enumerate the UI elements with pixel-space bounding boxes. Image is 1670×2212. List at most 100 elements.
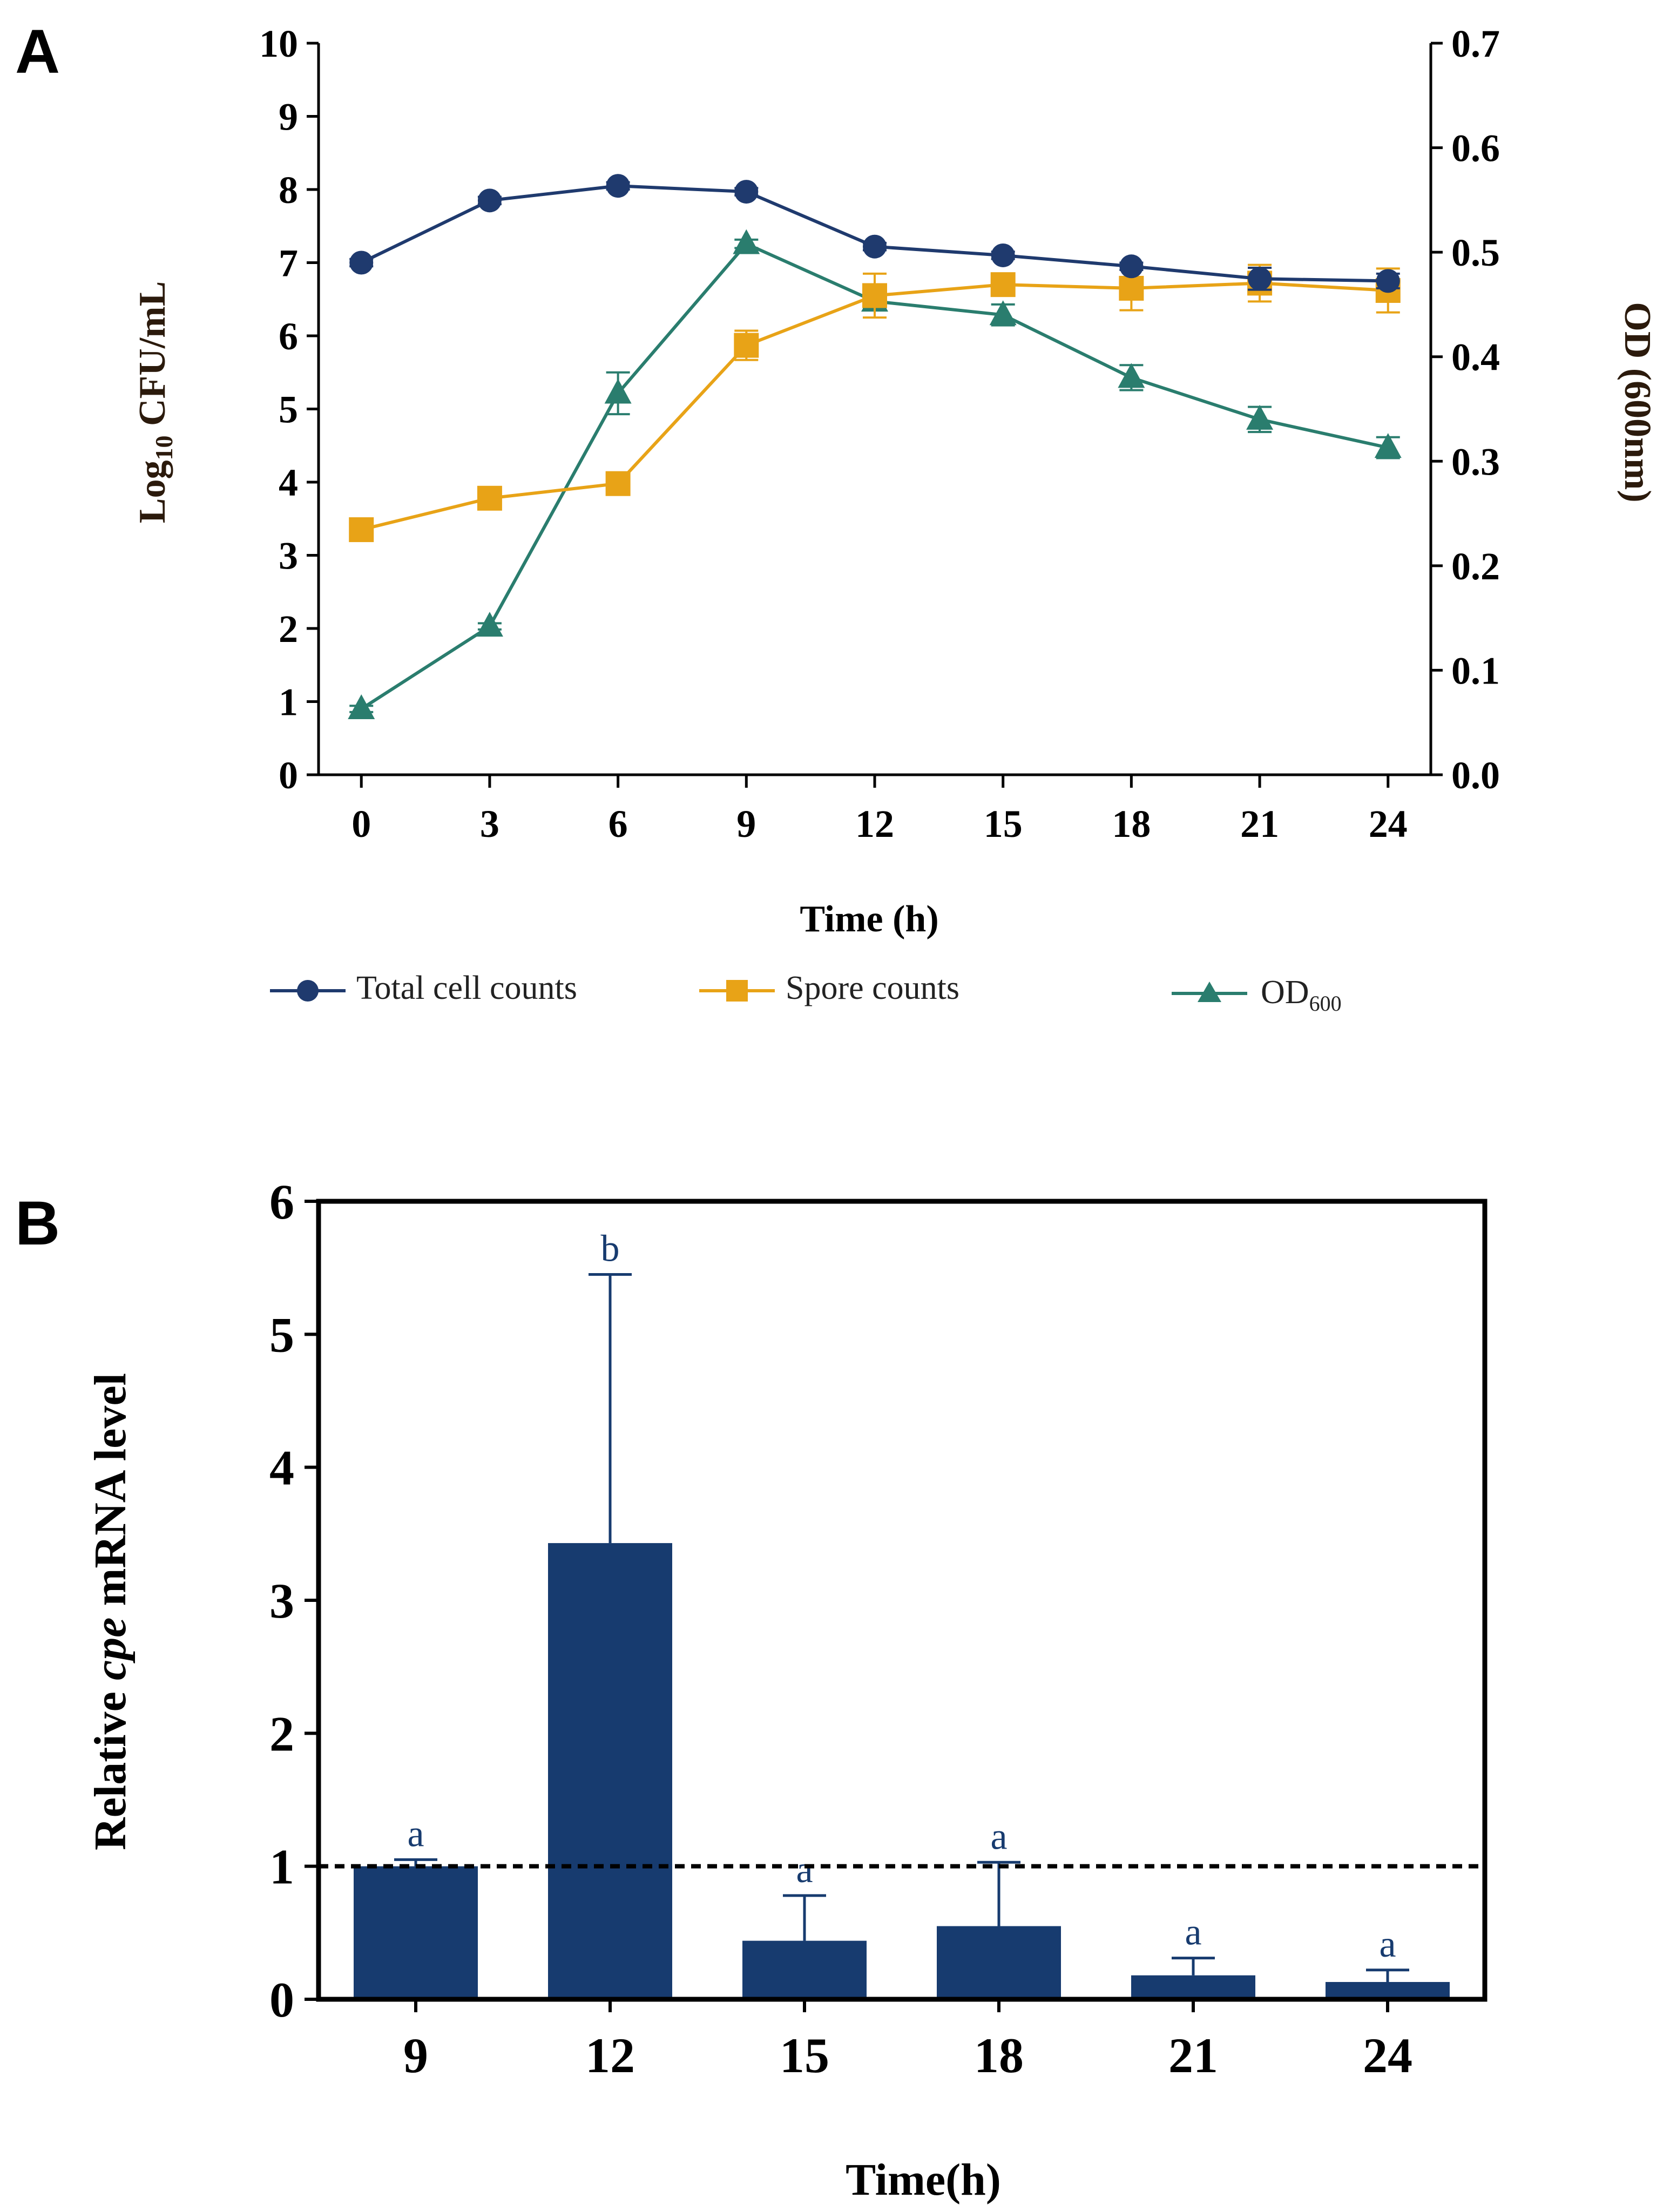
panel-a-x-tick-label: 9 [736, 802, 756, 845]
panel-a-x-tick-label: 15 [984, 802, 1023, 845]
bar [742, 1940, 867, 1999]
panel-a-left-tick-label: 4 [279, 461, 298, 504]
data-point [1376, 269, 1400, 293]
data-point [348, 694, 375, 720]
panel-b-y-tick-label: 3 [269, 1573, 294, 1628]
panel-b-bars: a b a a a a [354, 1228, 1450, 1999]
data-point [1119, 254, 1144, 279]
series-group-0 [349, 174, 1400, 293]
panel-b-y-axis-title: Relative cpe mRNA level [85, 1373, 136, 1850]
panel-a-left-tick-label: 3 [279, 535, 298, 578]
data-point [476, 612, 503, 637]
panel-a-left-tick-label: 10 [259, 22, 298, 65]
panel-a-x-tick-label: 24 [1369, 802, 1408, 845]
panel-a-x-tick-label: 6 [608, 802, 628, 845]
panel-b-x-tick-label: 15 [780, 2028, 829, 2083]
significance-letter: a [796, 1849, 813, 1891]
data-point [349, 251, 374, 275]
data-point [604, 378, 632, 404]
legend-total-cell-label: Total cell counts [356, 970, 577, 1006]
bar [354, 1866, 478, 1999]
legend-od-label-sub: 600 [1309, 991, 1342, 1016]
data-point [990, 272, 1016, 297]
panel-b-x-axis-title: Time(h) [846, 2155, 1001, 2205]
panel-b-y-tick-label: 6 [269, 1174, 294, 1229]
data-point [991, 243, 1015, 267]
panel-a-left-tick-label: 8 [279, 168, 298, 212]
data-point [1118, 363, 1145, 388]
data-point [606, 174, 630, 198]
legend-spore-marker [726, 980, 748, 1002]
panel-b-x-tick-label: 12 [585, 2028, 635, 2083]
bar [937, 1926, 1061, 1999]
panel-b-x-tick-label: 9 [403, 2028, 428, 2083]
panel-a-series [348, 174, 1402, 720]
significance-letter: a [407, 1813, 424, 1855]
panel-a-right-axis-title: OD (600nm) [1617, 302, 1658, 502]
panel-a-right-tick-label: 0.5 [1451, 231, 1500, 274]
data-point [733, 229, 760, 254]
legend-od-label: OD600 [1261, 974, 1342, 1016]
data-point [862, 283, 887, 308]
panel-a-legend: Total cell counts Spore counts OD600 [270, 970, 1342, 1016]
panel-b-y-tick-label: 0 [269, 1972, 294, 2027]
data-point [734, 180, 759, 204]
panel-a-left-tick-label: 2 [279, 607, 298, 651]
panel-a-x-tick-label: 12 [855, 802, 894, 845]
bar [1326, 1981, 1450, 1999]
panel-a-y-title-post: CFU/mL [132, 281, 173, 436]
data-point [863, 234, 887, 259]
panel-a-x-tick-label: 21 [1240, 802, 1279, 845]
panel-b-y-tick-label: 5 [269, 1307, 294, 1362]
panel-b-x-tick-label: 24 [1363, 2028, 1412, 2083]
data-point [1246, 404, 1274, 430]
data-point [989, 300, 1017, 326]
panel-b-frame [316, 1199, 1488, 2002]
significance-letter: a [1379, 1924, 1396, 1965]
legend-od-marker [1198, 982, 1221, 1002]
significance-letter: a [990, 1816, 1007, 1857]
panel-b-y-tick-label: 4 [269, 1440, 294, 1496]
data-point [477, 188, 502, 213]
panel-label-a: A [15, 17, 60, 86]
panel-a-right-tick-label: 0.3 [1451, 440, 1500, 483]
data-point [605, 471, 631, 496]
panel-a-y-title-pre: Log [132, 461, 173, 524]
series-group-1 [349, 263, 1401, 543]
panel-a-y-axis-title: Log10 CFU/mL [132, 281, 178, 524]
panel-a-right-tick-label: 0.1 [1451, 649, 1500, 692]
data-point [349, 517, 374, 543]
panel-a-left-tick-label: 0 [279, 754, 298, 797]
panel-label-b: B [15, 1189, 60, 1258]
legend-total-cell-marker [297, 980, 319, 1002]
panel-a-x-tick-label: 0 [351, 802, 371, 845]
panel-a-right-tick-label: 0.0 [1451, 754, 1500, 797]
panel-a-left-tick-label: 5 [279, 388, 298, 431]
panel-a-right-tick-label: 0.7 [1451, 22, 1500, 65]
panel-b-y-tick-label: 2 [269, 1706, 294, 1761]
series-line-0 [360, 184, 1388, 283]
bar [548, 1543, 672, 1999]
data-point [477, 485, 502, 511]
panel-b-x-tick-label: 18 [974, 2028, 1024, 2083]
panel-a-left-tick-label: 6 [279, 315, 298, 358]
panel-a-x-axis-title: Time (h) [800, 898, 938, 940]
bar [1131, 1975, 1255, 1999]
panel-b-y-title-italic: cpe [85, 1618, 136, 1681]
series-line-1 [361, 281, 1388, 531]
data-point [1119, 275, 1144, 301]
panel-a-left-tick-label: 1 [279, 681, 298, 724]
panel-b-x-tick-label: 21 [1168, 2028, 1218, 2083]
panel-a-y-title-sub: 10 [150, 436, 178, 461]
panel-b-y-title-post: mRNA level [85, 1373, 136, 1618]
panel-a-right-tick-label: 0.6 [1451, 127, 1500, 170]
panel-b-y-tick-label: 1 [269, 1839, 294, 1895]
panel-a-right-tick-label: 0.2 [1451, 545, 1500, 588]
panel-a-left-tick-label: 7 [279, 242, 298, 285]
data-point [734, 333, 759, 358]
significance-letter: a [1185, 1912, 1201, 1953]
